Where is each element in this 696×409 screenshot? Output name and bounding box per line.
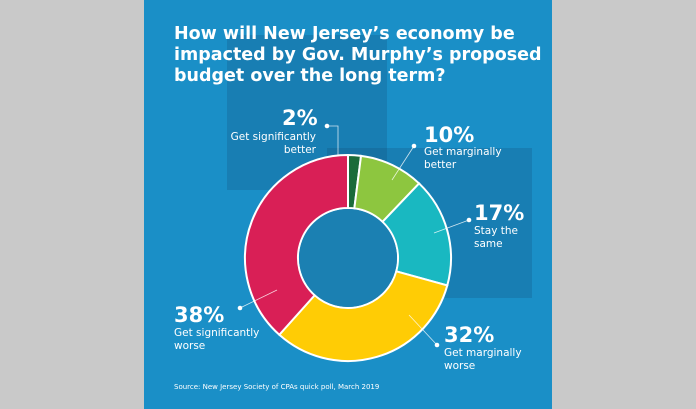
leader-line — [408, 314, 438, 346]
slice-value-label: 32% — [444, 323, 495, 347]
source-note: Source: New Jersey Society of CPAs quick… — [174, 383, 380, 391]
infographic-panel: How will New Jersey’s economy be impacte… — [144, 0, 552, 409]
leader-line — [433, 219, 470, 234]
slice-category-label: Stay the same — [474, 225, 518, 250]
donut-hole — [299, 209, 397, 307]
leader-dot — [411, 143, 417, 149]
donut-slice-get-marginally-worse — [277, 270, 449, 362]
leader-line — [391, 145, 415, 181]
leader-dot — [466, 217, 472, 223]
slice-category-label: Get marginally worse — [444, 347, 522, 372]
donut-chart — [237, 123, 472, 362]
slice-value-label: 38% — [174, 303, 225, 327]
slice-category-label: Get significantly worse — [174, 327, 260, 352]
donut-slice-get-significantly-worse — [244, 153, 349, 337]
slice-value-label: 2% — [282, 106, 318, 130]
slice-value-label: 17% — [474, 201, 525, 225]
chart-title: How will New Jersey’s economy be impacte… — [174, 24, 542, 86]
leader-dot — [324, 123, 330, 129]
leader-line — [239, 289, 278, 309]
slice-category-label: Get marginally better — [424, 146, 502, 171]
leader-line — [327, 125, 339, 156]
leader-dot — [434, 342, 440, 348]
leader-dot — [237, 305, 243, 311]
slice-category-label: Get significantly better — [230, 131, 316, 156]
slice-value-label: 10% — [424, 123, 475, 147]
